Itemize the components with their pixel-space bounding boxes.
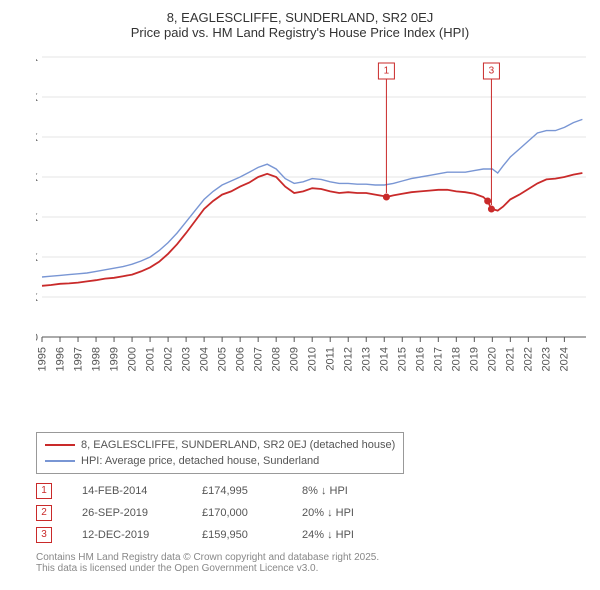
svg-text:2014: 2014	[379, 347, 391, 371]
svg-text:2017: 2017	[433, 347, 445, 371]
record-date: 26-SEP-2019	[82, 507, 202, 519]
svg-text:2024: 2024	[559, 347, 571, 371]
svg-text:2016: 2016	[415, 347, 427, 371]
record-comparison: 8% ↓ HPI	[302, 485, 412, 497]
svg-text:1: 1	[384, 66, 390, 77]
legend-swatch	[45, 460, 75, 462]
legend-label: 8, EAGLESCLIFFE, SUNDERLAND, SR2 0EJ (de…	[81, 439, 395, 451]
svg-text:2012: 2012	[343, 347, 355, 371]
svg-text:2022: 2022	[523, 347, 535, 371]
svg-text:2018: 2018	[451, 347, 463, 371]
record-marker: 1	[36, 483, 52, 499]
record-price: £170,000	[202, 507, 302, 519]
svg-text:2019: 2019	[469, 347, 481, 371]
svg-text:1997: 1997	[72, 347, 84, 371]
line-chart: £0 £50K £100K £150K £200K £250K £300K £350K 1995…	[36, 55, 588, 385]
svg-text:£200K: £200K	[36, 172, 39, 184]
record-row: 1 14-FEB-2014£174,9958% ↓ HPI	[36, 480, 412, 502]
svg-text:£150K: £150K	[36, 212, 39, 224]
record-row: 2 26-SEP-2019£170,00020% ↓ HPI	[36, 502, 412, 524]
legend-swatch	[45, 444, 75, 446]
title-address: 8, EAGLESCLIFFE, SUNDERLAND, SR2 0EJ	[0, 10, 600, 25]
svg-text:2011: 2011	[325, 347, 337, 371]
record-comparison: 24% ↓ HPI	[302, 529, 412, 541]
svg-text:£300K: £300K	[36, 92, 39, 104]
footer-line1: Contains HM Land Registry data © Crown c…	[36, 552, 379, 563]
svg-text:1998: 1998	[90, 347, 102, 371]
svg-text:1995: 1995	[36, 347, 48, 371]
svg-text:2009: 2009	[288, 347, 300, 371]
svg-text:2015: 2015	[397, 347, 409, 371]
svg-text:£0: £0	[36, 332, 38, 344]
series-hpi	[42, 119, 582, 277]
svg-text:2003: 2003	[180, 347, 192, 371]
series-price_paid	[42, 173, 582, 286]
record-price: £159,950	[202, 529, 302, 541]
sales-records: 1 14-FEB-2014£174,9958% ↓ HPI 2 26-SEP-2019…	[36, 480, 412, 546]
svg-text:2013: 2013	[361, 347, 373, 371]
svg-text:2007: 2007	[252, 347, 264, 371]
record-date: 12-DEC-2019	[82, 529, 202, 541]
svg-text:2002: 2002	[162, 347, 174, 371]
svg-text:2008: 2008	[270, 347, 282, 371]
svg-text:£50K: £50K	[36, 292, 39, 304]
svg-text:2021: 2021	[505, 347, 517, 371]
svg-text:£250K: £250K	[36, 132, 39, 144]
svg-text:£350K: £350K	[36, 55, 39, 64]
svg-text:1999: 1999	[108, 347, 120, 371]
record-marker: 2	[36, 505, 52, 521]
legend: 8, EAGLESCLIFFE, SUNDERLAND, SR2 0EJ (de…	[36, 432, 404, 474]
legend-row: HPI: Average price, detached house, Sund…	[45, 453, 395, 469]
svg-text:£100K: £100K	[36, 252, 39, 264]
record-price: £174,995	[202, 485, 302, 497]
legend-label: HPI: Average price, detached house, Sund…	[81, 455, 319, 467]
record-comparison: 20% ↓ HPI	[302, 507, 412, 519]
record-marker: 3	[36, 527, 52, 543]
record-row: 3 12-DEC-2019£159,95024% ↓ HPI	[36, 524, 412, 546]
record-date: 14-FEB-2014	[82, 485, 202, 497]
footer-line2: This data is licensed under the Open Gov…	[36, 563, 379, 574]
title-subtitle: Price paid vs. HM Land Registry's House …	[0, 25, 600, 40]
sale-dot	[484, 198, 491, 205]
svg-text:1996: 1996	[54, 347, 66, 371]
svg-text:2001: 2001	[144, 347, 156, 371]
legend-row: 8, EAGLESCLIFFE, SUNDERLAND, SR2 0EJ (de…	[45, 437, 395, 453]
title-block: 8, EAGLESCLIFFE, SUNDERLAND, SR2 0EJ Pri…	[0, 0, 600, 40]
svg-text:2023: 2023	[541, 347, 553, 371]
sale-dot	[383, 194, 390, 201]
svg-text:2010: 2010	[306, 347, 318, 371]
svg-text:2004: 2004	[198, 347, 210, 371]
svg-text:3: 3	[489, 66, 495, 77]
svg-text:2020: 2020	[487, 347, 499, 371]
svg-text:2005: 2005	[216, 347, 228, 371]
sale-dot	[488, 206, 495, 213]
chart-container: 8, EAGLESCLIFFE, SUNDERLAND, SR2 0EJ Pri…	[0, 0, 600, 590]
svg-text:2000: 2000	[126, 347, 138, 371]
attribution-footer: Contains HM Land Registry data © Crown c…	[36, 552, 379, 574]
svg-text:2006: 2006	[234, 347, 246, 371]
